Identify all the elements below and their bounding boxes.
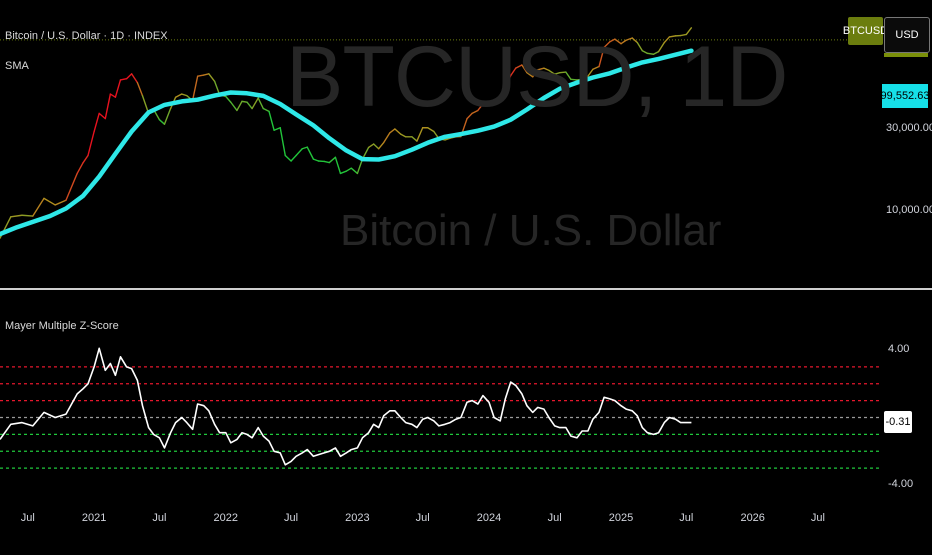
currency-button[interactable]: USD: [884, 17, 930, 53]
price-segment: [412, 137, 417, 141]
price-segment: [346, 168, 351, 171]
price-segment: [335, 157, 340, 173]
x-axis-tick-label: Jul: [152, 512, 166, 524]
price-segment: [428, 128, 434, 132]
price-segment: [258, 98, 263, 109]
price-segment: [291, 156, 296, 162]
price-segment: [44, 198, 55, 205]
price-segment: [274, 128, 280, 130]
price-segment: [198, 75, 204, 76]
price-y-tick-label: 30,000.00: [886, 122, 932, 134]
price-segment: [115, 80, 120, 97]
x-axis-tick-label: 2023: [345, 512, 369, 524]
price-segment: [247, 102, 252, 108]
price-segment: [33, 198, 44, 216]
zscore-line: [0, 348, 691, 465]
price-segment: [120, 79, 126, 80]
symbol-badge[interactable]: BTCUSD: [848, 17, 883, 45]
price-segment: [401, 134, 406, 137]
watermark-symbol: BTCUSD, 1D: [286, 28, 787, 127]
price-segment: [340, 171, 346, 173]
x-axis-tick-label: 2022: [214, 512, 238, 524]
x-axis-tick-label: 2026: [740, 512, 764, 524]
price-segment: [99, 113, 105, 118]
price-segment: [127, 74, 132, 79]
price-segment: [209, 74, 215, 81]
price-segment: [296, 149, 302, 156]
price-segment: [374, 144, 379, 149]
price-segment: [164, 109, 170, 125]
price-segment: [11, 215, 22, 217]
price-segment: [369, 144, 374, 147]
price-segment: [313, 159, 318, 161]
price-segment: [182, 94, 187, 96]
price-segment: [231, 102, 237, 110]
price-segment: [22, 215, 33, 216]
x-axis-tick-label: 2021: [82, 512, 106, 524]
price-segment: [55, 200, 66, 205]
price-segment: [307, 147, 313, 159]
price-segment: [110, 94, 115, 97]
price-segment: [357, 159, 362, 173]
x-axis-tick-label: 2025: [609, 512, 633, 524]
price-segment: [77, 163, 83, 173]
x-axis-tick-label: Jul: [679, 512, 693, 524]
price-segment: [226, 96, 231, 102]
price-segment: [395, 129, 401, 134]
price-segment: [137, 83, 142, 96]
x-axis-tick-label: Jul: [548, 512, 562, 524]
watermark-name: Bitcoin / U.S. Dollar: [340, 206, 721, 256]
price-y-tick-label: 10,000.00: [886, 204, 932, 216]
price-segment: [204, 74, 209, 75]
price-segment: [193, 76, 198, 100]
price-segment: [176, 94, 182, 97]
price-segment: [237, 101, 242, 110]
price-segment: [280, 128, 285, 156]
price-segment: [329, 157, 335, 162]
price-segment: [384, 133, 390, 143]
price-segment: [159, 120, 164, 125]
currency-underline: [884, 53, 928, 57]
price-segment: [66, 173, 77, 200]
price-segment: [83, 156, 88, 163]
price-segment: [324, 161, 329, 162]
chart-title[interactable]: Bitcoin / U.S. Dollar · 1D · INDEX: [5, 30, 168, 42]
zscore-y-tick-label: 4.00: [888, 343, 909, 355]
zscore-legend-label[interactable]: Mayer Multiple Z-Score: [5, 320, 119, 332]
x-axis-tick-label: 2024: [477, 512, 501, 524]
zscore-pane: [0, 348, 880, 468]
price-segment: [132, 74, 138, 83]
x-axis-tick-label: Jul: [21, 512, 35, 524]
x-axis-tick-label: Jul: [284, 512, 298, 524]
x-axis-tick-label: Jul: [811, 512, 825, 524]
sma-legend-label[interactable]: SMA: [5, 60, 29, 72]
price-segment: [269, 111, 274, 130]
price-segment: [379, 143, 384, 149]
zscore-y-tick-label: -4.00: [888, 478, 913, 490]
last-price-badge: 99,552.63: [882, 84, 928, 108]
price-segment: [302, 147, 307, 149]
price-segment: [285, 156, 291, 162]
x-axis-tick-label: Jul: [416, 512, 430, 524]
zscore-value-badge: -0.31: [884, 411, 912, 433]
price-segment: [88, 132, 94, 156]
price-segment: [390, 129, 395, 133]
price-segment: [351, 168, 357, 173]
price-segment: [263, 109, 269, 112]
price-segment: [417, 128, 423, 141]
price-segment: [105, 94, 110, 119]
price-segment: [252, 98, 258, 109]
price-segment: [242, 101, 247, 102]
price-segment: [94, 113, 99, 131]
